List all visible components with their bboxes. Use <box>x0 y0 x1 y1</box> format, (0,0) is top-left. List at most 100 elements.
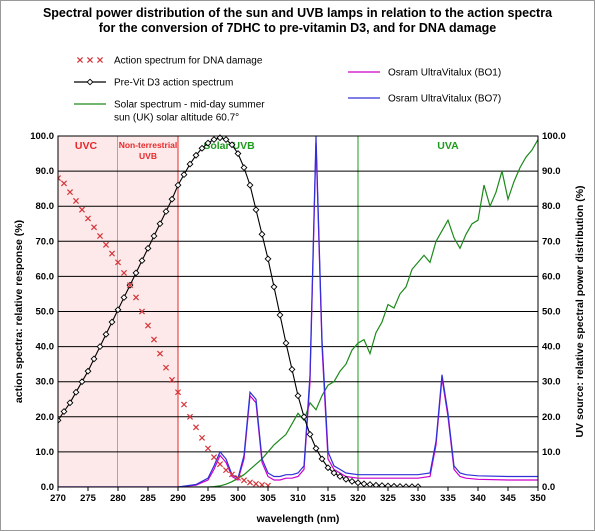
y-axis-label-right: UV source: relative spectral power distr… <box>574 185 586 437</box>
dna-point-18 <box>162 364 170 371</box>
previt-point-18 <box>162 208 170 215</box>
series-1 <box>58 134 422 487</box>
dna-point-23 <box>192 424 200 431</box>
y-tick-left-4: 40.0 <box>36 342 55 353</box>
dna-point-29 <box>228 471 236 478</box>
previt-point-58 <box>402 483 410 487</box>
legend-label-2-1: sun (UK) solar altitude 60.7° <box>114 113 239 124</box>
previt-point-57 <box>396 483 404 487</box>
series-4 <box>58 135 538 487</box>
previt-point-59 <box>408 483 416 487</box>
previt-point-24 <box>198 144 206 152</box>
previt-point-25 <box>204 139 212 147</box>
previt-point-17 <box>156 220 164 228</box>
dna-point-7 <box>96 233 104 240</box>
previt-point-4 <box>78 378 86 386</box>
previt-point-34 <box>258 230 266 238</box>
previt-point-36 <box>270 283 278 291</box>
previt-point-11 <box>120 294 128 301</box>
y-tick-left-7: 70.0 <box>36 236 55 247</box>
legend: Action spectrum for DNA damage Pre-Vit D3… <box>74 56 501 124</box>
legend-label-2-0: Solar spectrum - mid-day summer <box>114 100 265 111</box>
dna-point-14 <box>138 308 146 315</box>
dna-point-13 <box>132 294 140 301</box>
chart-title-line-2: for the conversion of 7DHC to pre-vitami… <box>98 21 497 35</box>
x-axis-label: wavelength (nm) <box>256 513 340 525</box>
y-tick-left-0: 0.0 <box>41 482 54 493</box>
previt-point-42 <box>306 430 314 438</box>
region-label-3: UVA <box>437 140 459 152</box>
dna-point-3 <box>72 197 80 204</box>
dna-point-16 <box>150 336 158 343</box>
dna-point-11 <box>120 269 128 276</box>
dna-point-0 <box>58 175 62 182</box>
chart-title-line-1: Spectral power distribution of the sun a… <box>42 6 553 20</box>
legend-label-1: Pre-Vit D3 action spectrum <box>114 78 233 89</box>
previt-point-22 <box>186 160 194 168</box>
x-tick-13: 335 <box>440 493 457 504</box>
previt-point-9 <box>108 318 116 326</box>
x-tick-10: 320 <box>350 493 366 504</box>
previt-point-6 <box>90 355 98 363</box>
legend-label-4: Osram UltraVitalux (BO7) <box>388 94 501 105</box>
y-tick-left-10: 100.0 <box>30 131 54 142</box>
x-tick-6: 300 <box>230 493 246 504</box>
legend-marker-0-0 <box>76 56 84 64</box>
previt-point-46 <box>330 469 338 477</box>
previt-point-35 <box>264 255 272 263</box>
legend-label-3: Osram UltraVitalux (BO1) <box>388 68 501 79</box>
previt-point-14 <box>138 257 146 265</box>
y-tick-left-9: 90.0 <box>36 166 55 177</box>
previt-point-0 <box>58 416 62 424</box>
y-tick-right-5: 50.0 <box>542 307 561 318</box>
dna-point-25 <box>204 445 212 452</box>
x-tick-15: 345 <box>500 493 517 504</box>
previt-point-55 <box>384 482 392 487</box>
previt-point-23 <box>192 151 200 159</box>
previt-point-48 <box>342 475 350 483</box>
dna-point-33 <box>252 480 260 487</box>
dna-point-30 <box>234 474 242 481</box>
previt-point-19 <box>168 195 176 203</box>
dna-point-28 <box>222 467 230 474</box>
legend-marker-1 <box>86 78 94 86</box>
previt-point-33 <box>252 206 260 214</box>
y-tick-right-1: 10.0 <box>542 447 561 458</box>
y-tick-right-2: 20.0 <box>542 412 561 423</box>
previt-point-1 <box>60 408 68 415</box>
previt-point-39 <box>288 365 296 373</box>
dna-point-24 <box>198 434 206 441</box>
previt-point-26 <box>210 136 218 143</box>
y-tick-left-1: 10.0 <box>36 447 55 458</box>
series-layer <box>58 134 538 487</box>
x-tick-14: 340 <box>470 493 486 504</box>
y-tick-right-8: 80.0 <box>542 201 561 212</box>
region-label-0: UVC <box>75 140 98 152</box>
previt-point-51 <box>360 480 368 487</box>
previt-point-56 <box>390 482 398 487</box>
previt-point-32 <box>246 181 254 189</box>
dna-point-5 <box>84 215 92 222</box>
x-tick-8: 310 <box>290 493 306 504</box>
previt-point-2 <box>66 399 74 407</box>
x-tick-3: 285 <box>140 493 157 504</box>
dna-point-6 <box>90 224 98 231</box>
series-0 <box>58 175 272 487</box>
y-tick-right-6: 60.0 <box>542 271 561 282</box>
previt-point-52 <box>366 481 374 487</box>
dna-point-31 <box>240 477 248 484</box>
dna-point-8 <box>102 241 110 248</box>
dna-point-2 <box>66 189 74 196</box>
x-tick-16: 350 <box>530 493 546 504</box>
y-tick-right-3: 30.0 <box>542 377 561 388</box>
x-tick-11: 325 <box>380 493 397 504</box>
previt-point-37 <box>276 311 284 319</box>
previt-point-16 <box>150 232 158 240</box>
y-tick-left-8: 80.0 <box>36 201 55 212</box>
dna-point-15 <box>144 322 152 329</box>
y-tick-left-5: 50.0 <box>36 307 55 318</box>
y-tick-right-4: 40.0 <box>542 342 561 353</box>
previt-point-10 <box>114 306 122 314</box>
chart-title: Spectral power distribution of the sun a… <box>0 6 595 36</box>
